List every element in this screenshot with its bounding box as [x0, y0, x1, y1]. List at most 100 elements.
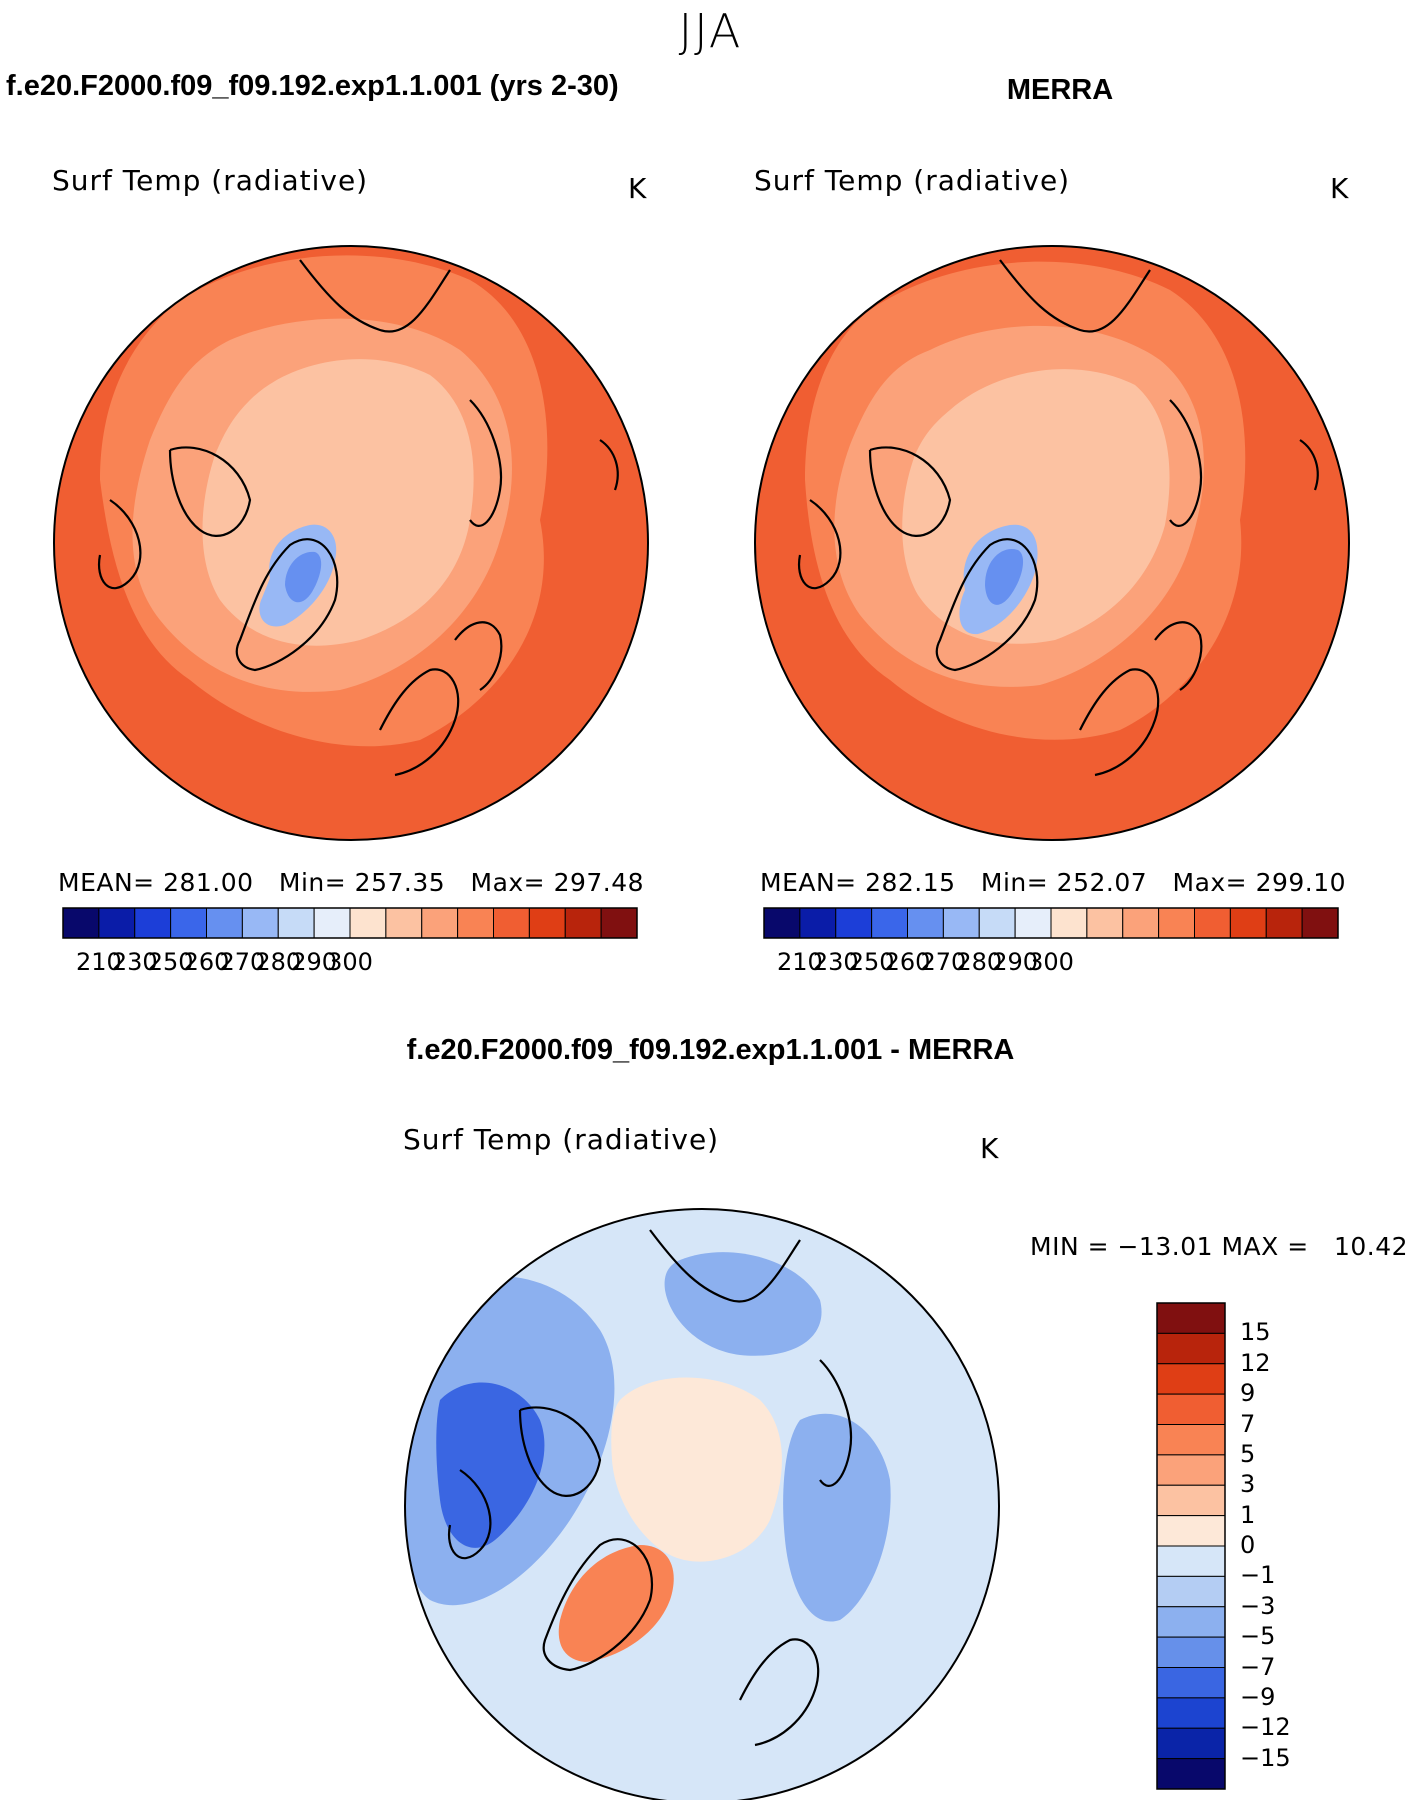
colorbar-swatch [799, 907, 837, 939]
colorbar-swatch [1156, 1302, 1226, 1334]
merra-polar-map [755, 246, 1349, 840]
colorbar-swatch [1156, 1667, 1226, 1699]
diff-greenland-warm [558, 1545, 674, 1662]
colorbar-tick-label: 230 [812, 948, 859, 976]
model-variable-title: Surf Temp (radiative) [52, 164, 369, 197]
colorbar-swatch [385, 907, 423, 939]
colorbar-tick-label: 300 [1028, 948, 1074, 976]
merra-mean-label: MEAN= [760, 868, 857, 897]
colorbar-swatch [942, 907, 980, 939]
colorbar-swatch [206, 907, 243, 939]
colorbar-tick-label: 260 [884, 948, 931, 976]
colorbar-tick-label: −7 [1240, 1652, 1276, 1681]
colorbar-swatch [907, 907, 944, 939]
diff-zone-cold-west [436, 1382, 545, 1548]
model-colorbar [62, 907, 638, 939]
colorbar-tick-label: −3 [1240, 1591, 1276, 1620]
colorbar-swatch [134, 907, 172, 939]
diff-coastlines [447, 1229, 852, 1747]
merra-units-label: K [1330, 172, 1349, 205]
model-coastlines [97, 259, 619, 777]
colorbar-swatch [1014, 907, 1052, 939]
merra-panel-header: MERRA [1006, 74, 1114, 106]
diff-zone-cool-east [783, 1413, 891, 1622]
colorbar-swatch [600, 907, 638, 939]
colorbar-tick-label: −5 [1240, 1622, 1276, 1651]
merra-max-value: 299.10 [1255, 868, 1347, 897]
colorbar-swatch [1156, 1424, 1226, 1456]
colorbar-swatch [421, 907, 459, 939]
diff-polar-map [405, 1209, 999, 1800]
merra-map-border [754, 245, 1350, 841]
diff-units-label: K [980, 1132, 999, 1165]
colorbar-swatch [1156, 1363, 1226, 1395]
colorbar-swatch [241, 907, 279, 939]
season-title: JJA [678, 4, 743, 58]
colorbar-swatch [1086, 907, 1124, 939]
model-min-value: 257.35 [354, 868, 446, 897]
colorbar-tick-label: −1 [1240, 1561, 1276, 1590]
merra-max-label: Max= [1172, 868, 1248, 897]
colorbar-tick-label: 270 [219, 948, 266, 976]
colorbar-outline [763, 907, 1339, 939]
diff-zone-arctic-warm [611, 1377, 782, 1562]
colorbar-tick-label: 290 [992, 948, 1039, 976]
model-max-value: 297.48 [553, 868, 645, 897]
colorbar-tick-label: 250 [848, 948, 895, 976]
colorbar-swatch [1156, 1515, 1226, 1547]
model-map-border [53, 245, 649, 841]
colorbar-swatch [1156, 1727, 1226, 1760]
colorbar-swatch [763, 907, 801, 939]
colorbar-tick-label: 15 [1240, 1318, 1271, 1347]
merra-mean-value: 282.15 [865, 868, 956, 897]
colorbar-swatch [564, 907, 602, 939]
model-units-label: K [628, 172, 647, 205]
colorbar-swatch [493, 907, 530, 939]
colorbar-swatch [1050, 907, 1088, 939]
colorbar-swatch [62, 907, 100, 939]
colorbar-tick-label: −9 [1240, 1682, 1276, 1711]
model-mean-value: 281.00 [163, 868, 254, 897]
merra-coastlines [797, 259, 1319, 777]
colorbar-swatch [1158, 907, 1195, 939]
merra-colorbar [763, 907, 1339, 939]
colorbar-swatch [1156, 1454, 1226, 1486]
colorbar-swatch [457, 907, 494, 939]
colorbar-swatch [1156, 1393, 1226, 1425]
model-panel-header: f.e20.F2000.f09_f09.192.exp1.1.001 (yrs … [6, 70, 619, 102]
model-max-label: Max= [470, 868, 546, 897]
diff-map-border [404, 1208, 1000, 1800]
colorbar-swatch [1301, 907, 1339, 939]
colorbar-tick-label: 210 [776, 948, 823, 976]
merra-min-value: 252.07 [1056, 868, 1148, 897]
colorbar-tick-label: 300 [327, 948, 373, 976]
model-greenland-core [285, 551, 322, 603]
colorbar-swatch [528, 907, 566, 939]
colorbar-tick-label: −15 [1240, 1743, 1291, 1772]
diff-colorbar [1156, 1302, 1226, 1790]
diff-minmax-text: MIN = −13.01 MAX = 10.42 [1030, 1232, 1409, 1261]
colorbar-swatch [835, 907, 873, 939]
colorbar-tick-label: 9 [1240, 1379, 1256, 1408]
colorbar-tick-label: −12 [1240, 1713, 1291, 1742]
colorbar-tick-label: 5 [1240, 1439, 1256, 1468]
merra-min-label: Min= [980, 868, 1049, 897]
colorbar-tick-label: 7 [1240, 1409, 1256, 1438]
colorbar-swatch [1156, 1636, 1226, 1668]
model-polar-map [54, 246, 648, 840]
colorbar-swatch [1156, 1697, 1226, 1729]
colorbar-tick-label: 1 [1240, 1500, 1256, 1529]
model-mean-label: MEAN= [58, 868, 155, 897]
colorbar-swatch [170, 907, 207, 939]
colorbar-swatch [349, 907, 387, 939]
merra-greenland-core [985, 549, 1024, 605]
colorbar-tick-label: 3 [1240, 1470, 1256, 1499]
colorbar-swatch [978, 907, 1016, 939]
colorbar-swatch [1229, 907, 1267, 939]
colorbar-swatch [1156, 1484, 1226, 1517]
model-min-label: Min= [278, 868, 347, 897]
merra-variable-title: Surf Temp (radiative) [754, 164, 1071, 197]
colorbar-tick-label: 280 [956, 948, 1003, 976]
colorbar-tick-label: 290 [291, 948, 338, 976]
